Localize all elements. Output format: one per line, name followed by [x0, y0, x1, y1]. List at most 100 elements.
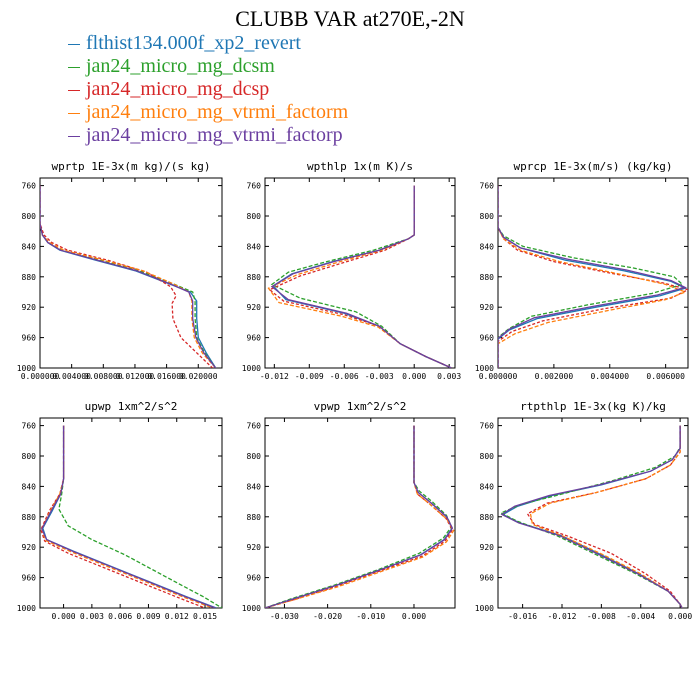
series-line — [265, 425, 455, 608]
series-line — [265, 425, 454, 608]
legend-label: jan24_micro_mg_vtrmi_factorp — [86, 124, 343, 146]
subplot: upwp 1xm^2/s^2 760 800 840 880 920 960 1000 0.00… — [17, 400, 223, 621]
y-tick-label: 840 — [22, 482, 37, 491]
y-tick-label: 920 — [22, 543, 37, 552]
y-tick-label: 760 — [480, 422, 495, 431]
subplot: wpthlp 1x(m K)/s7608008408809209601000-0… — [242, 160, 462, 381]
y-tick-label: 800 — [22, 452, 37, 461]
y-tick-label: 1000 — [17, 364, 36, 373]
x-tick-label: 0.015 — [193, 612, 217, 621]
series-line — [58, 425, 222, 608]
x-tick-label: -0.009 — [295, 372, 324, 381]
x-tick-label: -0.020 — [313, 612, 342, 621]
legend-swatch — [68, 89, 80, 91]
y-tick-label: 920 — [480, 543, 495, 552]
y-tick-label: 920 — [247, 543, 262, 552]
y-tick-label: 960 — [480, 334, 495, 343]
subplot: rtpthlp 1E-3x(kg K)/kg 760 800 840 880 920 960… — [475, 400, 693, 621]
series-line — [40, 185, 217, 368]
series-line — [40, 185, 217, 368]
series-line — [498, 185, 684, 368]
plot-frame — [497, 417, 689, 609]
x-tick-label: 0.000 — [402, 612, 426, 621]
series-line — [40, 185, 213, 368]
plot-frame — [264, 177, 456, 369]
y-tick-label: 840 — [247, 242, 262, 251]
series-line — [498, 185, 688, 368]
series-line — [265, 425, 454, 608]
y-tick-label: 1000 — [242, 604, 261, 613]
series-line — [40, 185, 217, 368]
y-tick-label: 880 — [247, 273, 262, 282]
legend-label: flthist134.000f_xp2_revert — [86, 32, 301, 54]
legend-item: jan24_micro_mg_vtrmi_factorm — [68, 101, 348, 124]
x-tick-label: -0.006 — [330, 372, 359, 381]
legend-item: jan24_micro_mg_vtrmi_factorp — [68, 124, 348, 147]
y-tick-label: 1000 — [242, 364, 261, 373]
figure-title: CLUBB VAR at270E,-2N — [235, 6, 465, 31]
x-tick-label: 0.006 — [108, 612, 132, 621]
y-tick-label: 760 — [22, 182, 37, 191]
x-tick-label: 0.020000 — [179, 372, 218, 381]
plot-frame — [497, 177, 689, 369]
series-line — [529, 425, 683, 608]
y-tick-label: 760 — [247, 422, 262, 431]
x-tick-label: -0.008 — [587, 612, 616, 621]
x-tick-label: 0.000 — [52, 612, 76, 621]
series-line — [270, 185, 452, 368]
legend-label: jan24_micro_mg_vtrmi_factorm — [86, 101, 349, 123]
x-tick-label: 0.002000 — [535, 372, 574, 381]
legend-swatch — [68, 66, 80, 68]
y-tick-label: 1000 — [475, 364, 494, 373]
series-line — [41, 425, 216, 608]
x-tick-label: -0.016 — [508, 612, 537, 621]
x-tick-label: 0.000 — [402, 372, 426, 381]
series-line — [265, 425, 453, 608]
subplot: wprtp 1E-3x(m kg)/(s kg) 760 800 840 880 920 9… — [17, 160, 223, 381]
x-tick-label: 0.000000 — [479, 372, 518, 381]
y-tick-label: 880 — [480, 513, 495, 522]
plot-frame — [264, 417, 456, 609]
y-tick-label: 840 — [22, 242, 37, 251]
y-tick-label: 880 — [480, 273, 495, 282]
series-line — [498, 185, 688, 368]
series-line — [40, 185, 217, 368]
y-tick-label: 960 — [247, 334, 262, 343]
legend-swatch — [68, 135, 80, 137]
x-tick-label: 0.008000 — [84, 372, 123, 381]
x-tick-label: 0.012000 — [116, 372, 155, 381]
legend-item: jan24_micro_mg_dcsp — [68, 78, 348, 101]
plot-frame — [39, 417, 223, 609]
series-line — [500, 425, 683, 608]
legend: flthist134.000f_xp2_revert jan24_micro_m… — [68, 32, 348, 147]
y-tick-label: 800 — [22, 212, 37, 221]
legend-swatch — [68, 112, 80, 114]
subplot-title: rtpthlp 1E-3x(kg K)/kg — [520, 400, 666, 413]
y-tick-label: 800 — [247, 212, 262, 221]
x-tick-label: 0.000000 — [21, 372, 60, 381]
y-tick-label: 920 — [247, 303, 262, 312]
y-tick-label: 960 — [247, 574, 262, 583]
subplot: vpwp 1xm^2/s^2 760 800 840 880 920 960 1000 -0.0… — [242, 400, 456, 621]
x-tick-label: 0.004000 — [52, 372, 91, 381]
x-tick-label: 0.000 — [668, 612, 692, 621]
x-tick-label: 0.016000 — [147, 372, 186, 381]
y-tick-label: 760 — [480, 182, 495, 191]
y-tick-label: 880 — [247, 513, 262, 522]
legend-item: flthist134.000f_xp2_revert — [68, 32, 348, 55]
y-tick-label: 960 — [480, 574, 495, 583]
y-tick-label: 920 — [22, 303, 37, 312]
x-tick-label: 0.003 — [80, 612, 104, 621]
series-line — [40, 425, 206, 608]
subplot-title: upwp 1xm^2/s^2 — [85, 400, 178, 413]
x-tick-label: 0.003 — [437, 372, 461, 381]
subplot-title: wprcp 1E-3x(m/s) (kg/kg) — [514, 160, 673, 173]
subplot: wprcp 1E-3x(m/s) (kg/kg) 760 800 840 880 920 9… — [475, 160, 689, 381]
y-tick-label: 880 — [22, 273, 37, 282]
legend-swatch — [68, 43, 80, 45]
series-line — [498, 185, 687, 368]
series-line — [268, 185, 452, 368]
subplot-title: wprtp 1E-3x(m kg)/(s kg) — [52, 160, 211, 173]
x-tick-label: -0.012 — [548, 612, 577, 621]
